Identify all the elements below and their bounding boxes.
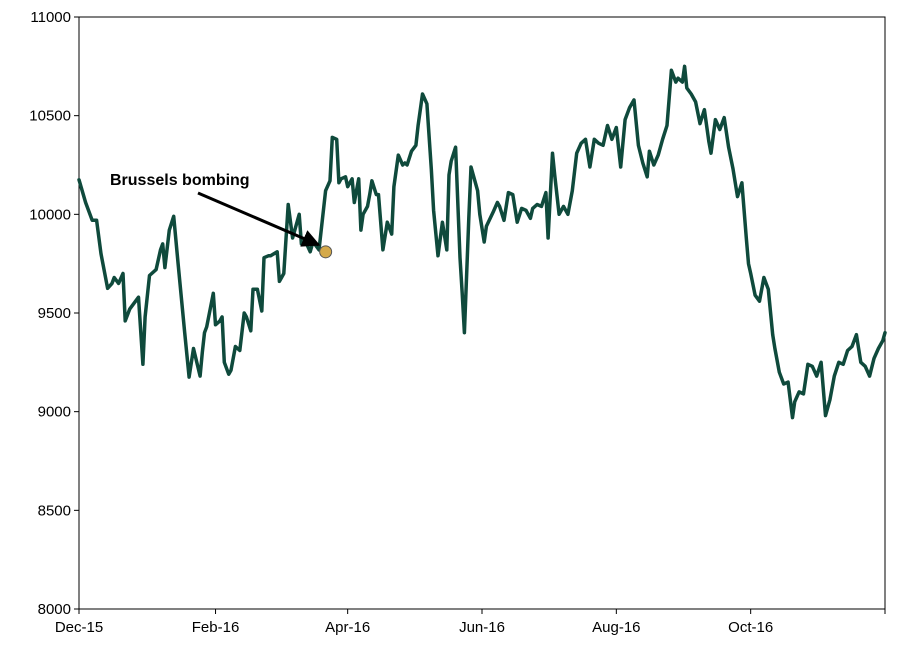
x-tick-label: Jun-16 — [459, 619, 505, 636]
plot-area-frame — [78, 16, 886, 610]
annotation-label: Brussels bombing — [110, 172, 250, 189]
x-axis-tick-labels: Dec-15 Feb-16 Apr-16 Jun-16 Aug-16 Oct-16 — [55, 619, 773, 636]
annotation-marker — [319, 245, 333, 259]
y-tick-label: 11000 — [30, 9, 71, 26]
x-tick-label: Feb-16 — [192, 619, 240, 636]
x-tick-label: Dec-15 — [55, 619, 103, 636]
y-axis-ticks — [74, 16, 79, 610]
y-tick-label: 8500 — [38, 502, 71, 519]
y-tick-label: 9500 — [38, 305, 71, 322]
x-tick-label: Apr-16 — [325, 619, 370, 636]
series-line — [77, 64, 887, 420]
y-tick-label: 10000 — [29, 206, 71, 223]
y-tick-label: 8000 — [38, 601, 71, 618]
x-axis-ticks — [78, 609, 886, 614]
y-axis-tick-labels: 8000 8500 9000 9500 10000 10500 11000 — [29, 9, 71, 618]
y-tick-label: 9000 — [38, 404, 71, 421]
series-layer — [77, 64, 887, 420]
x-tick-label: Oct-16 — [728, 619, 773, 636]
annotation-layer: Brussels bombing — [110, 172, 333, 259]
annotation-arrow — [197, 191, 321, 247]
x-tick-label: Aug-16 — [592, 619, 640, 636]
y-tick-label: 10500 — [29, 108, 71, 125]
